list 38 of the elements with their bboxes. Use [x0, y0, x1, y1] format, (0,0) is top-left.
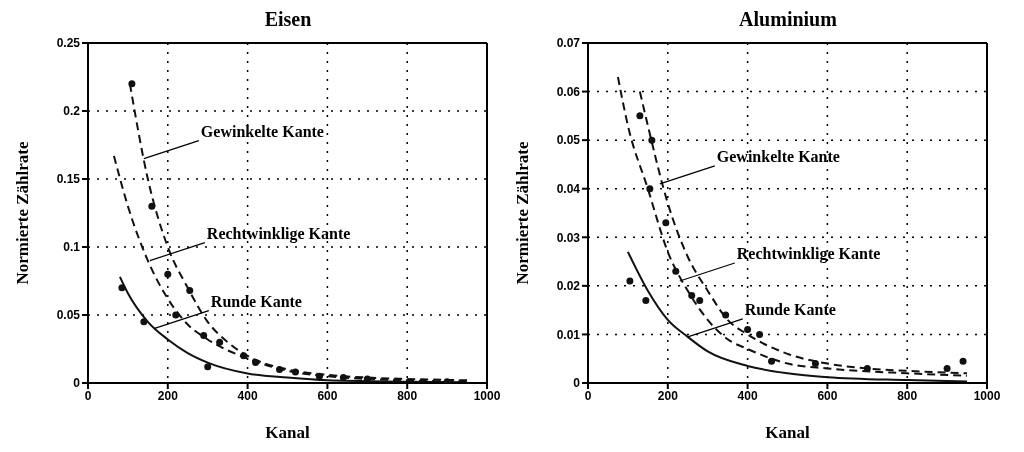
y-tick-label: 0.15	[56, 172, 81, 187]
x-tick-label: 0	[584, 388, 592, 403]
x-axis-title: Kanal	[765, 423, 810, 442]
y-tick-label: 0.05	[556, 133, 581, 148]
x-tick-label: 600	[317, 388, 338, 403]
y-tick-label: 0	[73, 376, 81, 391]
chart-title: Aluminium	[738, 8, 838, 32]
y-tick-label: 0.02	[556, 279, 581, 294]
y-axis-title: Normierte Zählrate	[513, 141, 533, 285]
annotation: Rechtwinklige Kante	[736, 245, 881, 263]
x-tick-label: 400	[737, 388, 758, 403]
y-tick-label: 0.01	[556, 327, 581, 342]
y-tick-label: 0.25	[56, 36, 81, 51]
x-tick-label: 0	[84, 388, 92, 403]
annotation: Rechtwinklige Kante	[206, 224, 351, 243]
annotation: Runde Kante	[744, 300, 836, 318]
y-axis-title: Normierte Zählrate	[13, 141, 33, 285]
x-tick-label: 800	[897, 388, 918, 403]
y-tick-label: 0.2	[63, 104, 81, 119]
y-tick-label: 0	[573, 376, 581, 391]
x-axis-title: Kanal	[265, 423, 310, 442]
annotation: Gewinkelte Kante	[200, 122, 324, 140]
x-tick-label: 1000	[473, 388, 501, 403]
annotation: Runde Kante	[210, 292, 302, 310]
x-tick-label: 1000	[973, 388, 1001, 403]
chart-title: Eisen	[263, 8, 313, 32]
y-tick-label: 0.03	[556, 230, 581, 245]
y-tick-label: 0.07	[556, 36, 581, 51]
x-tick-label: 800	[397, 388, 418, 403]
annotation: Gewinkelte Kante	[716, 147, 840, 165]
y-tick-label: 0.1	[63, 240, 81, 255]
y-tick-label: 0.05	[56, 308, 81, 323]
y-tick-label: 0.06	[556, 84, 581, 99]
y-tick-label: 0.04	[556, 181, 581, 196]
x-tick-label: 600	[817, 388, 838, 403]
x-tick-label: 400	[237, 388, 258, 403]
x-tick-label: 200	[657, 388, 679, 403]
x-tick-label: 200	[157, 388, 179, 403]
